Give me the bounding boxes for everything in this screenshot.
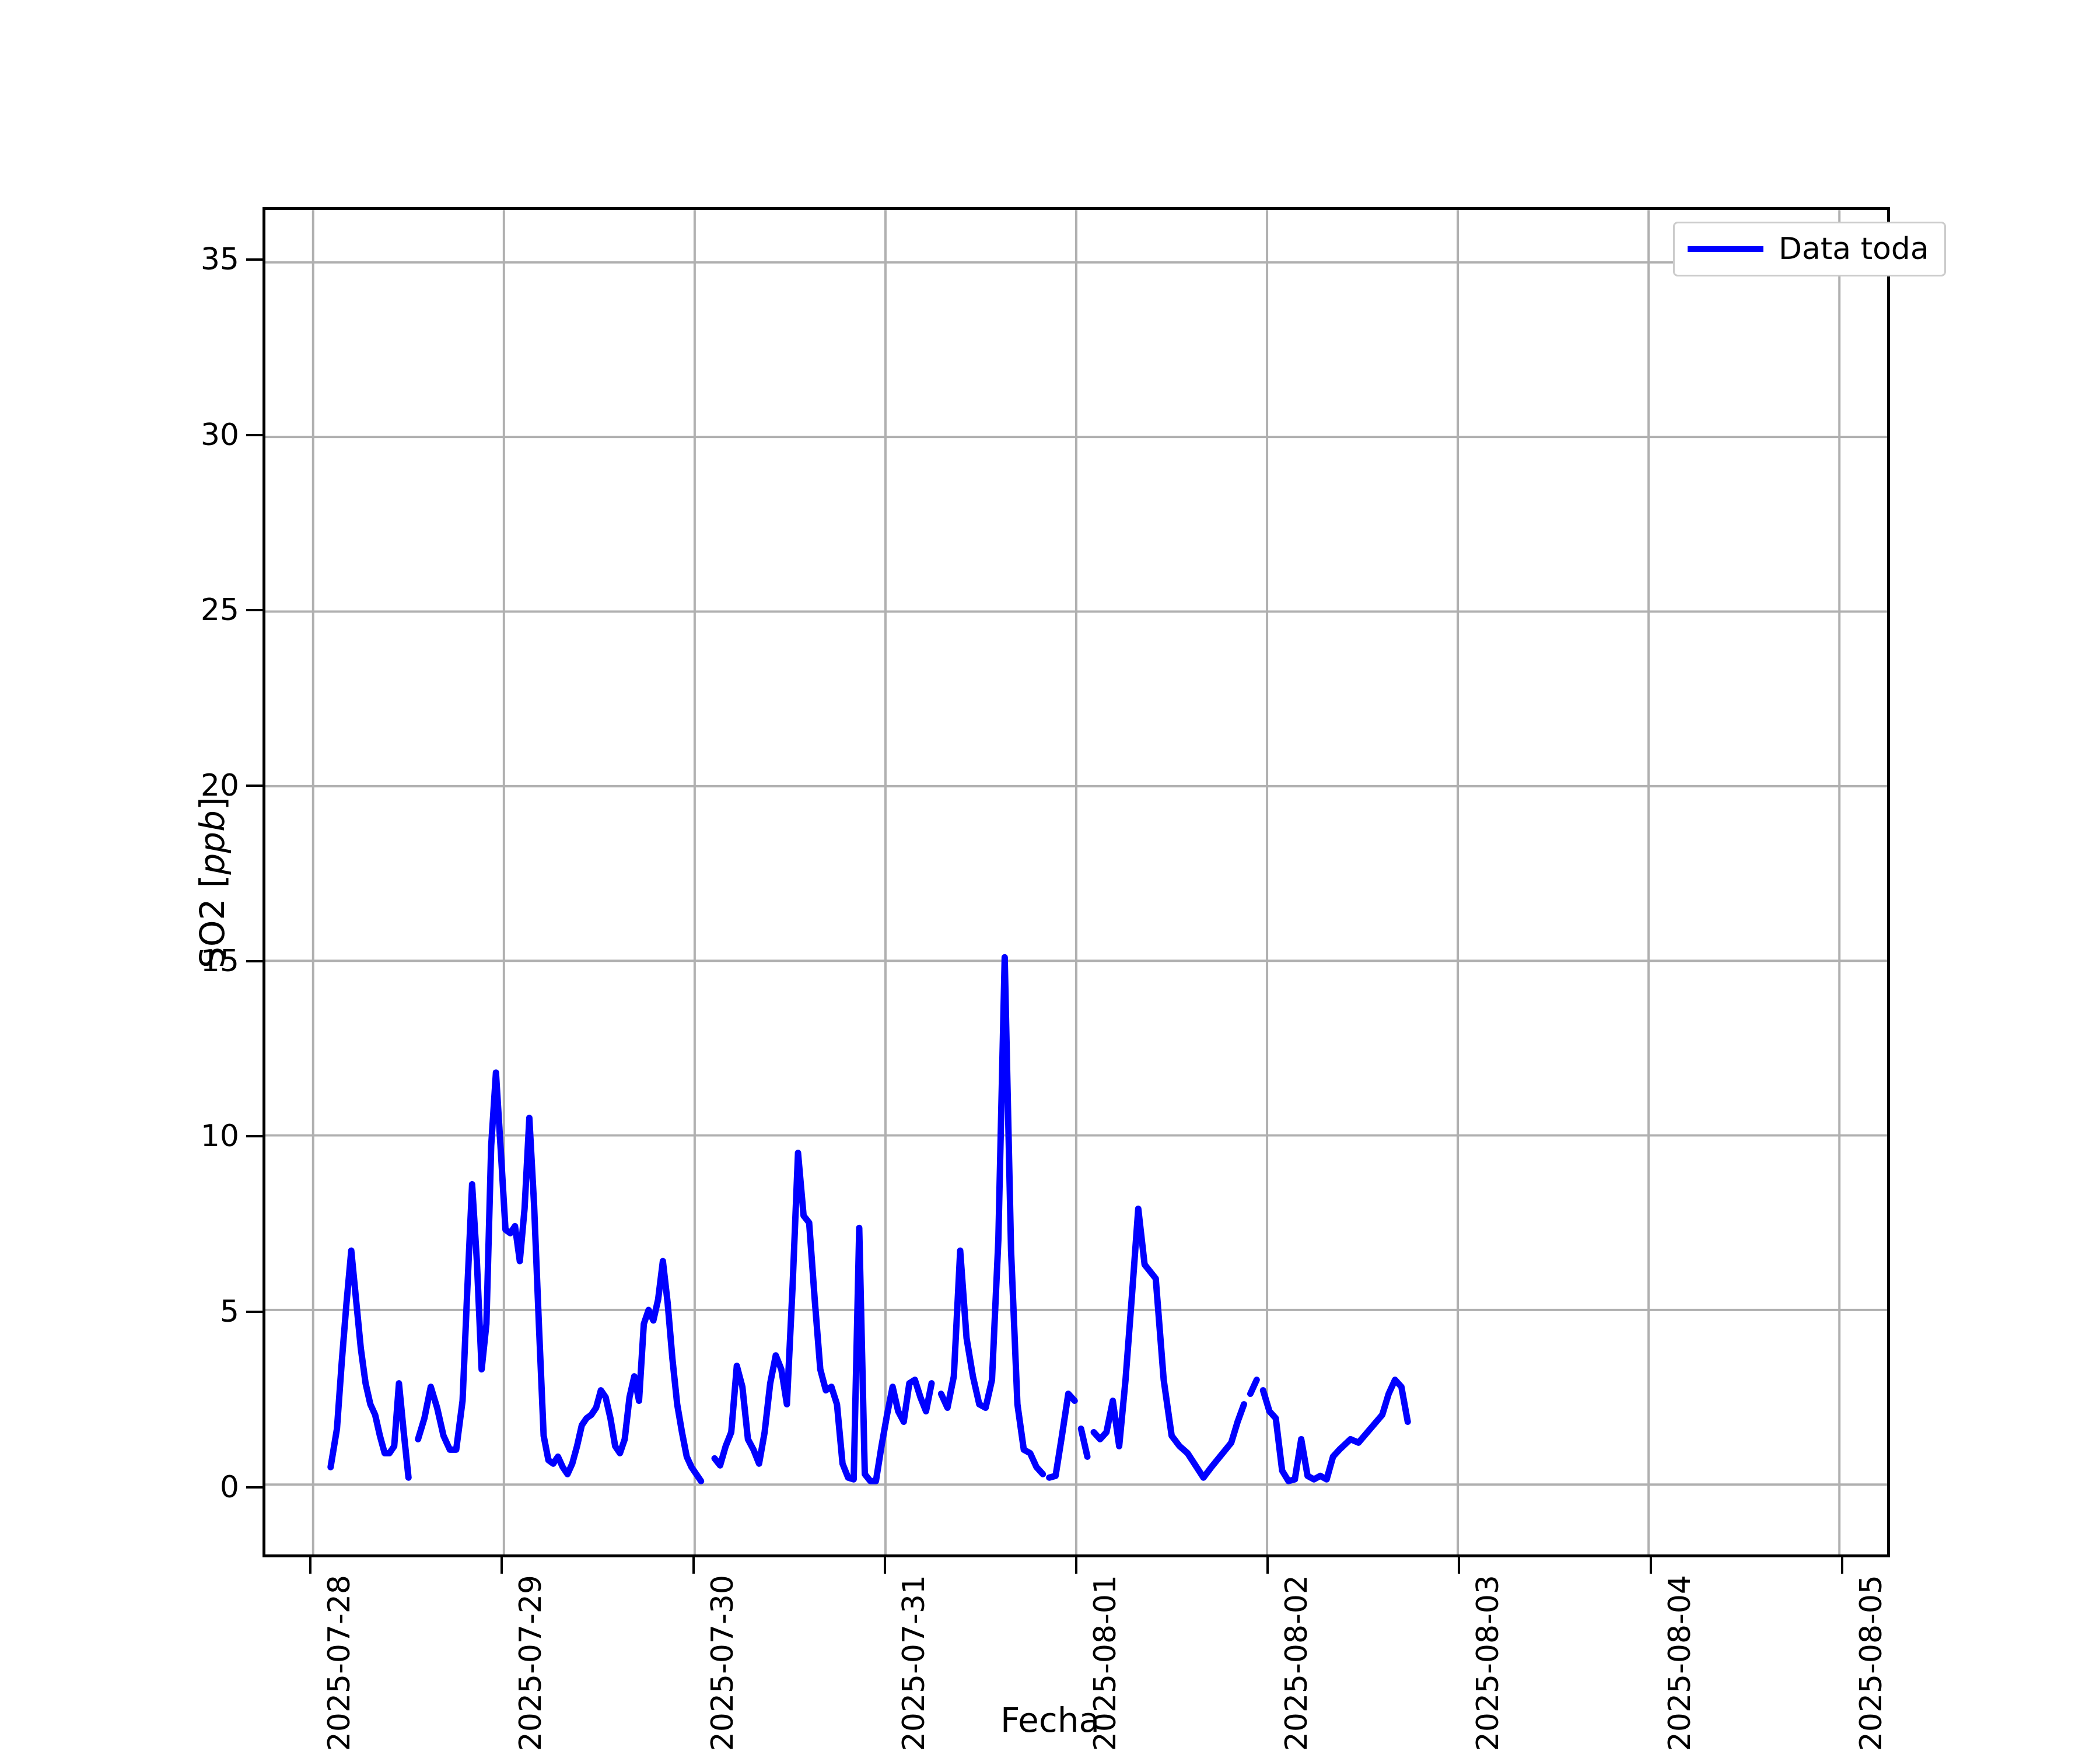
x-tick-mark <box>692 1557 695 1574</box>
x-tick-mark <box>1075 1557 1077 1574</box>
y-tick-mark <box>246 1311 262 1314</box>
x-tick-label: 2025-07-28 <box>322 1575 358 1751</box>
plot-canvas <box>265 210 1887 1554</box>
x-tick-label: 2025-08-01 <box>1088 1575 1123 1751</box>
legend[interactable]: Data toda <box>1673 222 1946 276</box>
x-tick-label: 2025-08-04 <box>1662 1575 1698 1751</box>
x-tick-mark <box>1458 1557 1461 1574</box>
data-line <box>1090 1205 1248 1481</box>
y-tick-label: 0 <box>219 1469 239 1505</box>
x-tick-label: 2025-08-02 <box>1279 1575 1315 1751</box>
data-line <box>1046 1391 1078 1481</box>
x-tick-label: 2025-07-31 <box>896 1575 932 1751</box>
x-tick-label: 2025-08-03 <box>1471 1575 1506 1751</box>
x-tick-label: 2025-08-05 <box>1853 1575 1889 1751</box>
y-tick-mark <box>246 609 262 612</box>
x-tick-mark <box>1266 1557 1269 1574</box>
data-line <box>1247 1377 1260 1398</box>
y-tick-label: 20 <box>200 768 239 804</box>
legend-entry-label: Data toda <box>1779 232 1929 267</box>
x-tick-mark <box>1840 1557 1843 1574</box>
x-tick-mark <box>309 1557 312 1574</box>
x-tick-mark <box>883 1557 886 1574</box>
plot-area <box>262 207 1890 1557</box>
y-tick-label: 25 <box>200 593 239 628</box>
x-tick-mark <box>1649 1557 1652 1574</box>
data-series-group <box>327 954 1411 1484</box>
y-tick-mark <box>246 1135 262 1138</box>
data-line <box>1077 1425 1091 1460</box>
y-tick-label: 10 <box>200 1119 239 1154</box>
data-line <box>937 954 1046 1477</box>
data-line <box>1259 1377 1411 1484</box>
x-tick-label: 2025-07-29 <box>513 1575 549 1751</box>
y-tick-label: 5 <box>219 1294 239 1330</box>
gridlines <box>265 210 1887 1554</box>
y-tick-mark <box>246 258 262 261</box>
x-tick-label: 2025-07-30 <box>705 1575 740 1751</box>
legend-line-swatch <box>1688 246 1763 252</box>
data-line <box>711 1150 935 1484</box>
y-tick-mark <box>246 433 262 436</box>
data-line <box>327 1247 412 1481</box>
y-axis-title: SO2 [ppb] <box>192 797 232 968</box>
y-tick-mark <box>246 785 262 787</box>
y-tick-label: 15 <box>200 943 239 979</box>
y-tick-mark <box>246 1486 262 1489</box>
y-axis-title-italic: ppb <box>192 810 232 875</box>
x-axis-title: Fecha <box>1000 1700 1100 1740</box>
data-line <box>415 1069 705 1484</box>
x-tick-mark <box>501 1557 503 1574</box>
y-tick-label: 30 <box>200 417 239 453</box>
y-tick-label: 35 <box>200 242 239 278</box>
y-tick-mark <box>246 959 262 962</box>
